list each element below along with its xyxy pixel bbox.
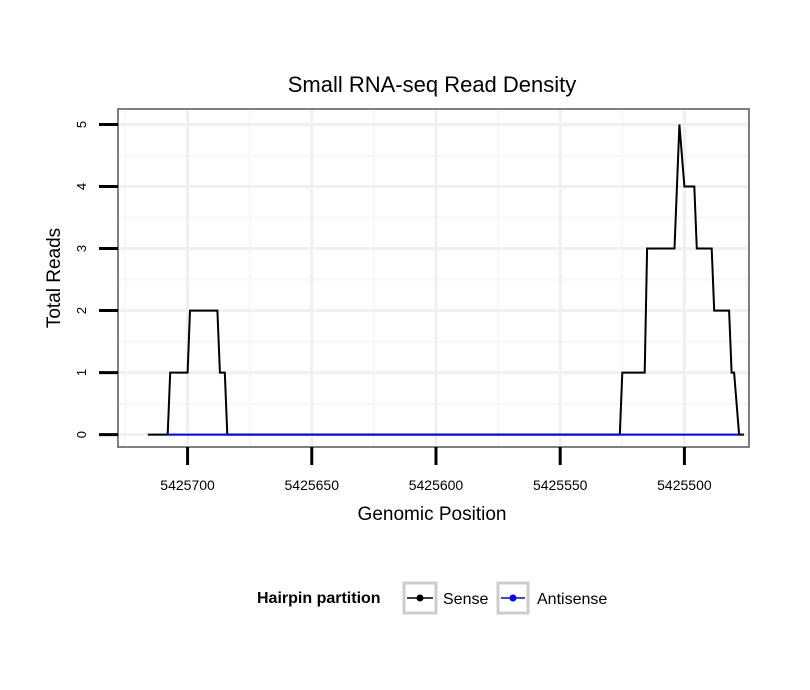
legend-label-sense: Sense xyxy=(443,591,488,608)
x-tick-label: 5425650 xyxy=(285,477,340,493)
y-tick-label: 5 xyxy=(74,121,89,128)
grid xyxy=(118,109,749,447)
chart-title: Small RNA-seq Read Density xyxy=(288,72,577,97)
x-tick-label: 5425550 xyxy=(533,477,588,493)
x-axis-label: Genomic Position xyxy=(358,504,507,525)
legend-title: Hairpin partition xyxy=(257,590,381,607)
y-tick-label: 3 xyxy=(74,245,89,252)
series-line-sense xyxy=(147,124,744,436)
legend-label-antisense: Antisense xyxy=(537,591,607,608)
legend-dot-sense xyxy=(416,594,424,602)
x-axis: 5425700 5425650 5425600 5425550 5425500 xyxy=(160,447,712,493)
y-tick-label: 1 xyxy=(74,369,89,376)
y-axis: 0 1 2 3 4 5 xyxy=(74,121,118,438)
series xyxy=(147,124,744,436)
y-tick-label: 2 xyxy=(74,307,89,314)
x-tick-label: 5425500 xyxy=(657,477,712,493)
plot-panel xyxy=(117,108,750,448)
y-tick-label: 0 xyxy=(74,431,89,438)
x-tick-label: 5425600 xyxy=(409,477,464,493)
legend-dot-antisense xyxy=(509,594,517,602)
y-tick-label: 4 xyxy=(74,183,89,190)
y-axis-label: Total Reads xyxy=(44,228,65,328)
x-tick-label: 5425700 xyxy=(160,477,215,493)
legend: Hairpin partition Sense Antisense xyxy=(257,581,607,615)
